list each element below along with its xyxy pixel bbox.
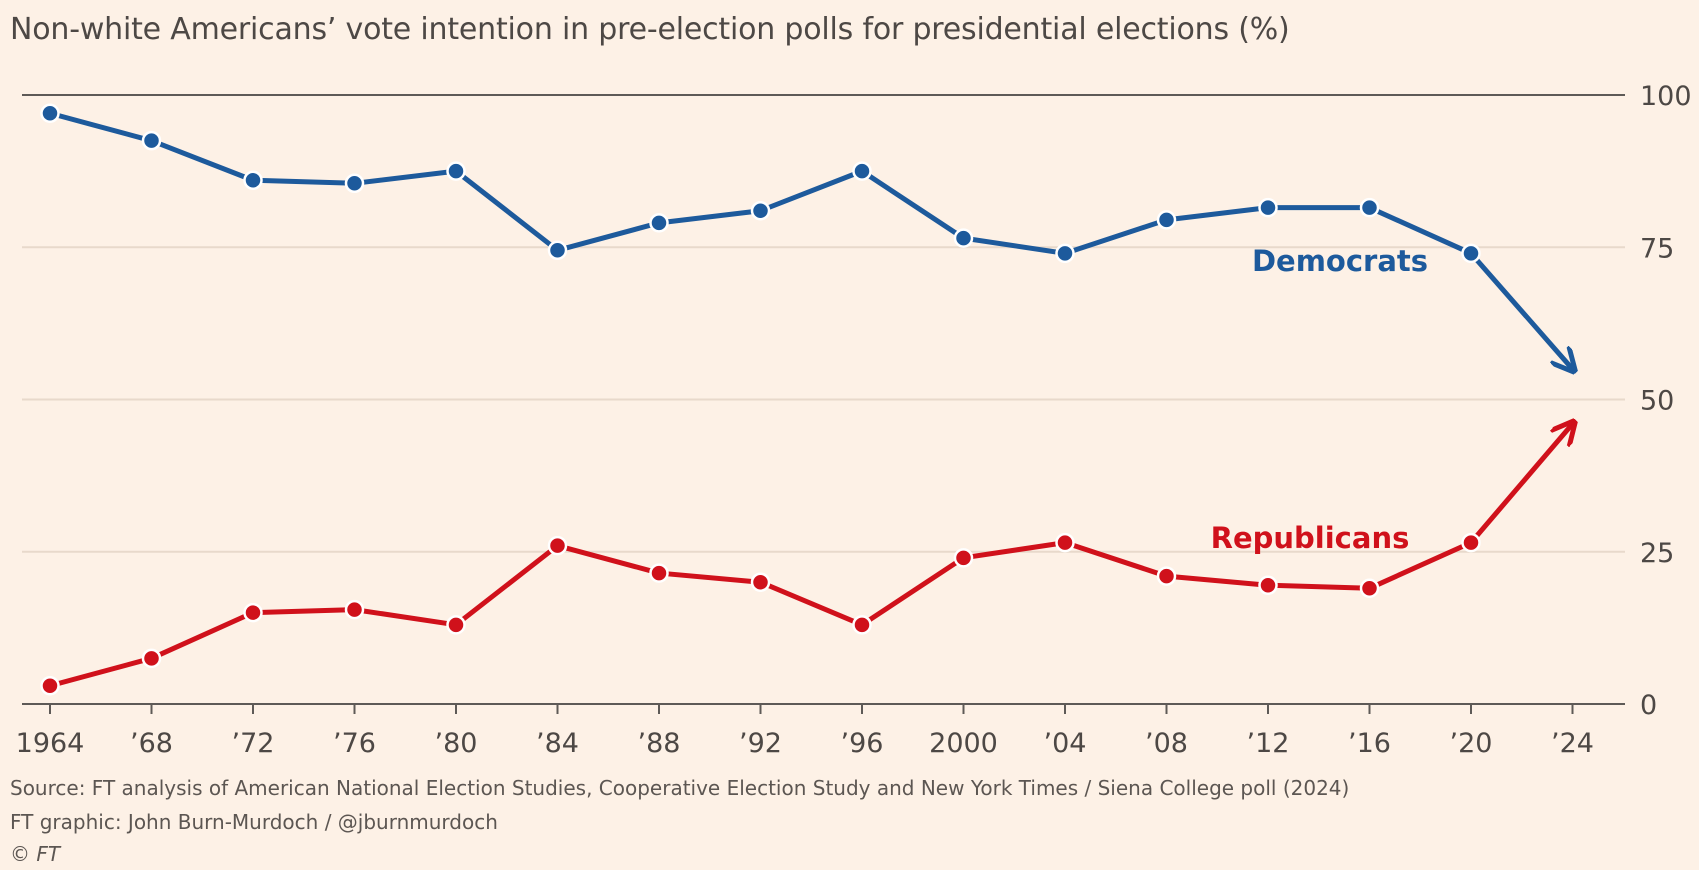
data-point — [446, 615, 466, 635]
series-label-democrats: Democrats — [1252, 244, 1428, 278]
x-tick-label: ’68 — [130, 728, 173, 759]
x-tick-label: ’04 — [1044, 728, 1087, 759]
data-point — [649, 213, 669, 233]
data-point — [40, 103, 60, 124]
x-tick-label: ’80 — [435, 728, 478, 759]
x-tick-label: ’20 — [1450, 728, 1493, 759]
x-tick-label: ’76 — [333, 728, 376, 759]
x-tick-label: ’72 — [232, 728, 275, 759]
x-tick-label: ’08 — [1145, 728, 1188, 759]
data-point — [344, 173, 365, 194]
data-point — [1055, 532, 1075, 553]
chart-title: Non-white Americans’ vote intention in p… — [10, 12, 1290, 47]
data-point — [852, 615, 872, 635]
data-point — [1461, 532, 1481, 553]
y-tick-label: 0 — [1640, 690, 1657, 721]
series-arrow-democrats — [1468, 250, 1573, 369]
data-point — [1359, 578, 1380, 599]
x-tick-label: ’12 — [1247, 728, 1290, 759]
data-point — [446, 161, 466, 181]
x-tick-label: ’96 — [841, 728, 884, 759]
series-arrow-republicans — [1468, 424, 1573, 546]
data-point — [953, 548, 974, 568]
data-point — [243, 170, 263, 191]
data-point — [141, 130, 162, 151]
x-tick-label: ’16 — [1348, 728, 1391, 759]
x-tick-label: 2000 — [929, 728, 998, 759]
data-point — [1055, 243, 1075, 264]
source-note: Source: FT analysis of American National… — [10, 776, 1350, 800]
data-point — [1258, 575, 1278, 595]
x-tick-label: ’84 — [536, 728, 579, 759]
data-point — [1359, 197, 1380, 218]
data-point — [852, 161, 872, 181]
data-point — [1461, 243, 1481, 264]
data-point — [750, 572, 771, 592]
data-point — [547, 240, 568, 261]
y-tick-label: 75 — [1640, 233, 1674, 264]
data-point — [953, 228, 974, 248]
graphic-credit: FT graphic: John Burn-Murdoch / @jburnmu… — [10, 810, 498, 834]
data-point — [649, 563, 669, 583]
x-tick-label: ’88 — [638, 728, 681, 759]
data-point — [750, 200, 771, 221]
data-point — [1156, 566, 1177, 586]
data-point — [40, 675, 60, 696]
data-point — [141, 648, 162, 669]
series-line-democrats — [47, 110, 1474, 256]
data-point — [344, 599, 365, 620]
series-label-republicans: Republicans — [1211, 521, 1410, 555]
x-tick-label: 1964 — [16, 728, 85, 759]
y-tick-label: 25 — [1640, 538, 1674, 569]
data-point — [1156, 210, 1177, 230]
y-tick-label: 50 — [1640, 386, 1674, 417]
series-line-republicans — [47, 540, 1474, 689]
copyright-note: © FT — [10, 842, 61, 866]
data-point — [243, 602, 263, 623]
data-point — [1258, 197, 1278, 218]
y-tick-label: 100 — [1640, 81, 1692, 112]
x-tick-label: ’24 — [1551, 728, 1594, 759]
data-point — [547, 535, 568, 556]
x-tick-label: ’92 — [739, 728, 782, 759]
